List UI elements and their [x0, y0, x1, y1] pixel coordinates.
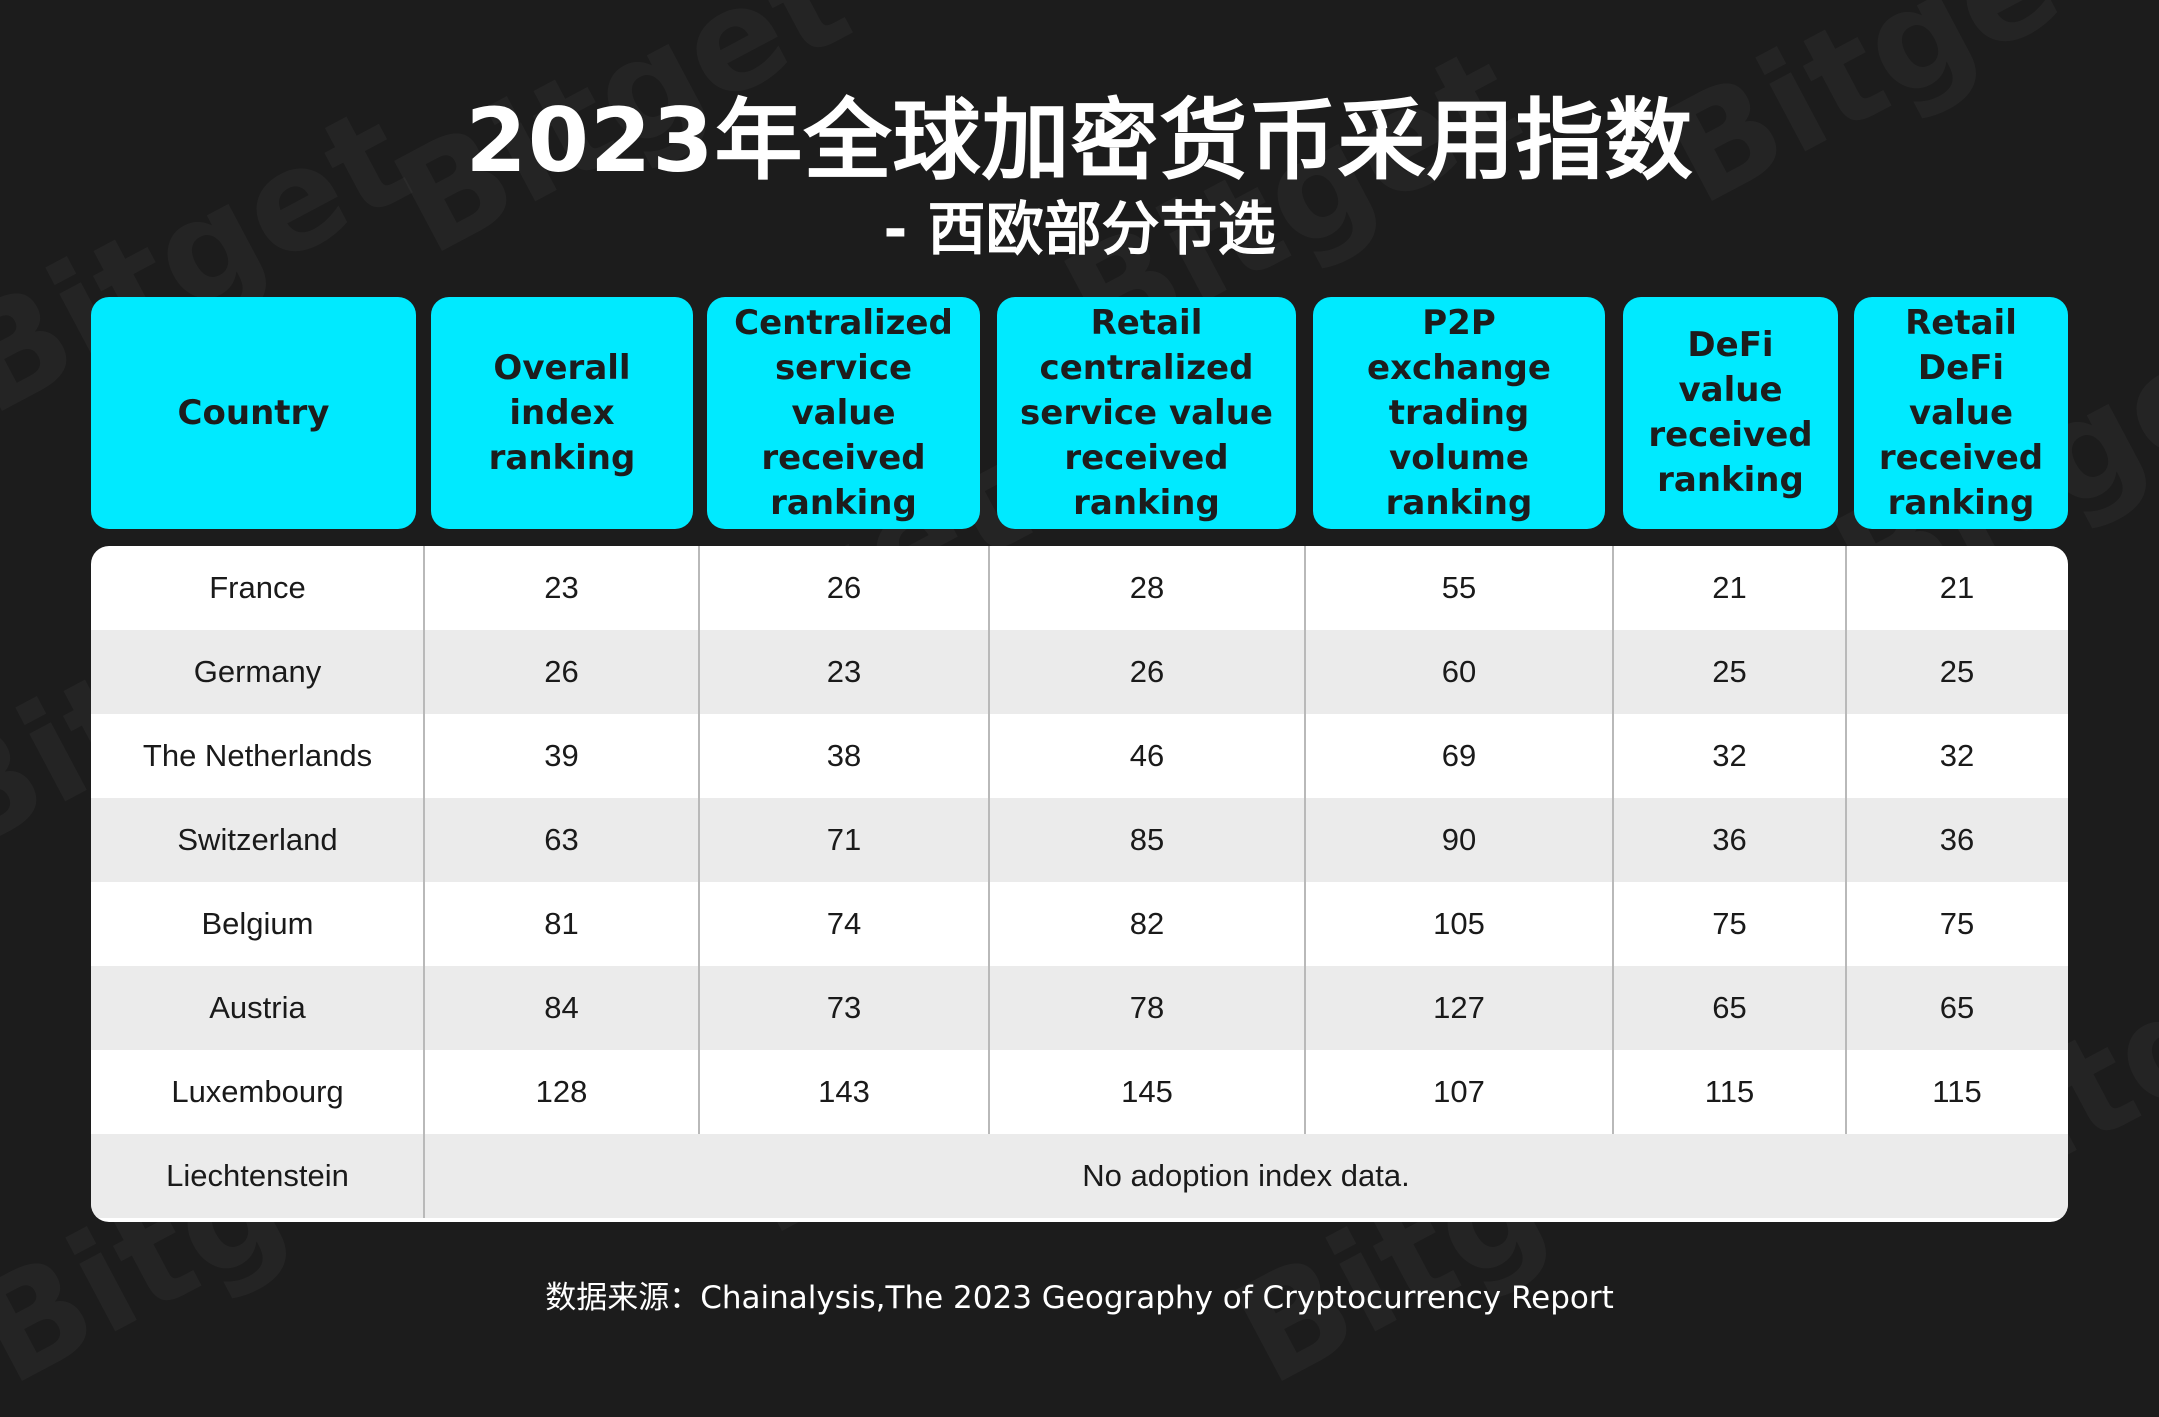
value-cell: 55 [1441, 570, 1477, 605]
country-cell: France [209, 570, 306, 605]
value-cell: 71 [826, 822, 862, 857]
value-cell: 32 [1712, 738, 1747, 773]
value-cell: 21 [1712, 570, 1747, 605]
country-cell: Switzerland [177, 822, 338, 857]
value-cell: 36 [1712, 822, 1747, 857]
value-cell: 82 [1129, 906, 1165, 941]
value-cell: 105 [1433, 906, 1485, 941]
value-cell: 26 [544, 654, 579, 689]
table-row: Belgium 81 74 82 105 75 75 [91, 882, 2068, 966]
value-cell: 143 [818, 1074, 870, 1109]
column-header-2: Overall index ranking [431, 297, 693, 529]
table-row: Liechtenstein No adoption index data. [91, 1134, 2068, 1218]
value-cell: 26 [1129, 654, 1165, 689]
country-cell: Belgium [201, 906, 314, 941]
column-divider [1304, 546, 1306, 1134]
value-cell: 115 [1932, 1074, 1982, 1109]
table-body: France 23 26 28 55 21 21 Germany 26 23 26 60 25 25 The… [91, 546, 2068, 1222]
value-cell: 21 [1939, 570, 1975, 605]
country-cell: The Netherlands [142, 738, 373, 773]
table-row: Switzerland 63 71 85 90 36 36 [91, 798, 2068, 882]
value-cell: 60 [1441, 654, 1477, 689]
country-cell: Luxembourg [171, 1074, 344, 1109]
value-cell: 46 [1129, 738, 1165, 773]
value-cell: 28 [1129, 570, 1165, 605]
value-cell: 128 [535, 1074, 588, 1109]
column-header-3: Centralized service value received ranki… [707, 297, 980, 529]
value-cell: 74 [826, 906, 862, 941]
value-cell: 75 [1712, 906, 1747, 941]
country-cell: Liechtenstein [166, 1158, 349, 1193]
column-header-5: P2P exchange trading volume ranking [1313, 297, 1605, 529]
value-cell: 84 [544, 990, 579, 1025]
value-cell: 32 [1939, 738, 1975, 773]
value-cell: 65 [1939, 990, 1975, 1025]
column-header-6: DeFi value received ranking [1623, 297, 1838, 529]
table-row: The Netherlands 39 38 46 69 32 32 [91, 714, 2068, 798]
column-divider [423, 546, 425, 1218]
value-cell: 25 [1712, 654, 1747, 689]
column-divider [988, 546, 990, 1134]
value-cell: 65 [1712, 990, 1747, 1025]
page-title: 2023年全球加密货币采用指数 [465, 89, 1694, 192]
source-note: 数据来源：Chainalysis,The 2023 Geography of C… [545, 1280, 1614, 1316]
value-cell: 39 [544, 738, 579, 773]
no-data-note: No adoption index data. [1082, 1158, 1410, 1193]
country-cell: Germany [193, 654, 322, 689]
value-cell: 85 [1129, 822, 1165, 857]
table-row: Austria 84 73 78 127 65 65 [91, 966, 2068, 1050]
column-divider [1612, 546, 1614, 1134]
value-cell: 90 [1441, 822, 1477, 857]
value-cell: 69 [1441, 738, 1477, 773]
table-row: Germany 26 23 26 60 25 25 [91, 630, 2068, 714]
value-cell: 25 [1939, 654, 1975, 689]
value-cell: 23 [544, 570, 579, 605]
value-cell: 145 [1121, 1074, 1173, 1109]
value-cell: 26 [826, 570, 862, 605]
value-cell: 81 [544, 906, 579, 941]
country-cell: Austria [209, 990, 306, 1025]
column-header-4: Retail centralized service value receive… [997, 297, 1296, 529]
column-divider [698, 546, 700, 1134]
page-subtitle: - 西欧部分节选 [883, 195, 1276, 263]
value-cell: 38 [826, 738, 862, 773]
table-row: France 23 26 28 55 21 21 [91, 546, 2068, 630]
column-divider [1845, 546, 1847, 1134]
column-header-7: Retail DeFi value received ranking [1854, 297, 2068, 529]
value-cell: 75 [1939, 906, 1975, 941]
value-cell: 63 [544, 822, 579, 857]
table-row: Luxembourg 128 143 145 107 115 115 [91, 1050, 2068, 1134]
value-cell: 36 [1939, 822, 1975, 857]
value-cell: 107 [1433, 1074, 1485, 1109]
value-cell: 127 [1433, 990, 1485, 1025]
value-cell: 23 [826, 654, 862, 689]
value-cell: 73 [826, 990, 862, 1025]
value-cell: 78 [1129, 990, 1165, 1025]
value-cell: 115 [1704, 1074, 1755, 1109]
column-header-1: Country [91, 297, 416, 529]
